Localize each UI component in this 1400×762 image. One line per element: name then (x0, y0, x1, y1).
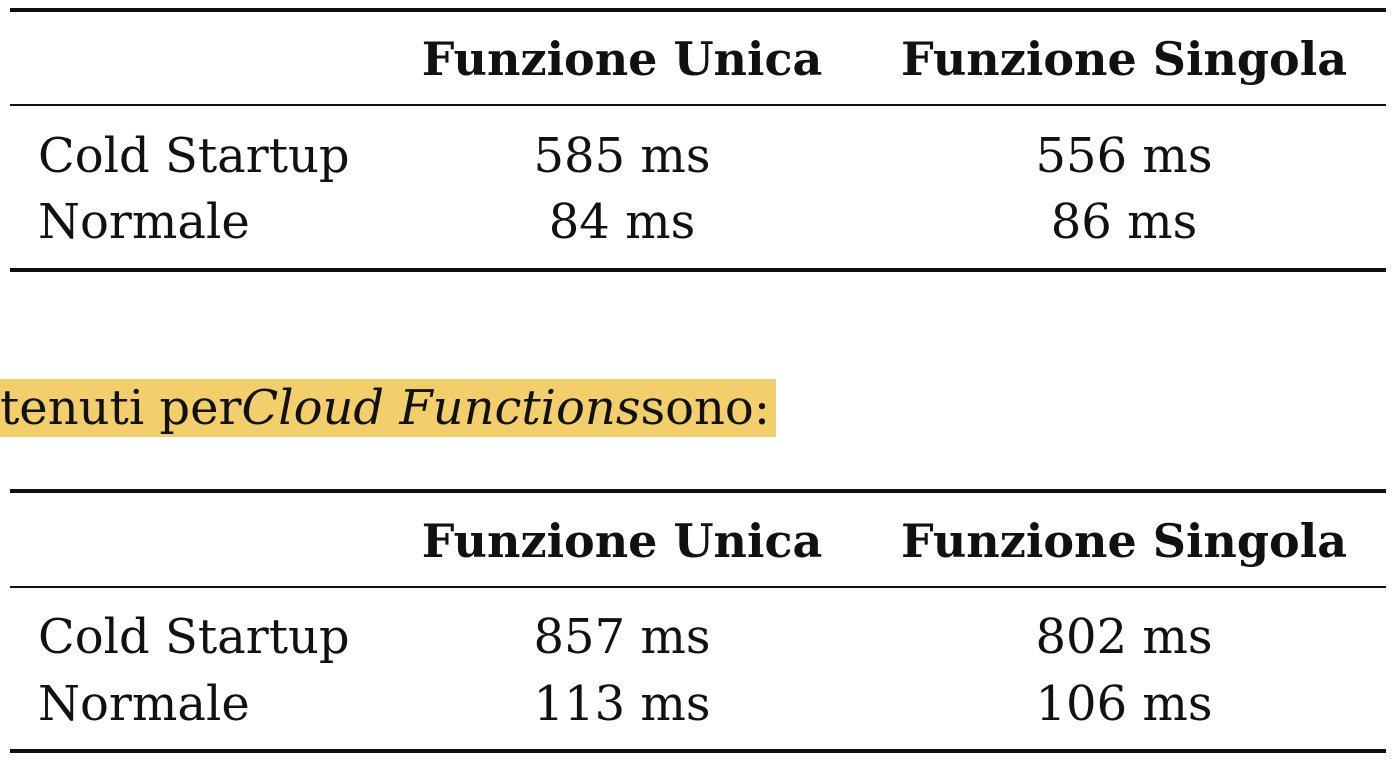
table-1-header-funzione-unica: Funzione Unica (421, 32, 823, 86)
table-1-row-2-label: Normale (38, 194, 250, 250)
table-2-header-funzione-singola: Funzione Singola (900, 514, 1348, 568)
table-2-row-1-unica: 857 ms (533, 609, 711, 665)
table-2-row-2-label: Normale (38, 676, 250, 732)
table-2-header-funzione-unica: Funzione Unica (421, 514, 823, 568)
table-2-row-1-label: Cold Startup (38, 609, 350, 665)
table-1-mid-rule (10, 104, 1386, 106)
table-2-mid-rule (10, 586, 1386, 588)
table-1-row-1-label: Cold Startup (38, 128, 350, 184)
table-1-bottom-rule (10, 268, 1386, 272)
table-1-row-2-unica: 84 ms (548, 194, 696, 250)
highlighted-text-line: tenuti per Cloud Functions sono: (0, 379, 776, 437)
paragraph-text-italic: Cloud Functions (241, 380, 641, 436)
table-2-bottom-rule (10, 749, 1386, 753)
table-1-header-funzione-singola: Funzione Singola (900, 32, 1348, 86)
paragraph-text-after: sono: (640, 380, 770, 436)
table-1-row-1-singola: 556 ms (1035, 128, 1213, 184)
table-1-row-1-unica: 585 ms (533, 128, 711, 184)
paragraph-text-before: tenuti per (0, 380, 242, 436)
table-1-top-rule (10, 8, 1386, 12)
table-2-row-2-unica: 113 ms (533, 676, 711, 732)
table-2-top-rule (10, 489, 1386, 493)
table-1-row-2-singola: 86 ms (1050, 194, 1198, 250)
table-2-row-2-singola: 106 ms (1035, 676, 1213, 732)
table-2-row-1-singola: 802 ms (1035, 609, 1213, 665)
